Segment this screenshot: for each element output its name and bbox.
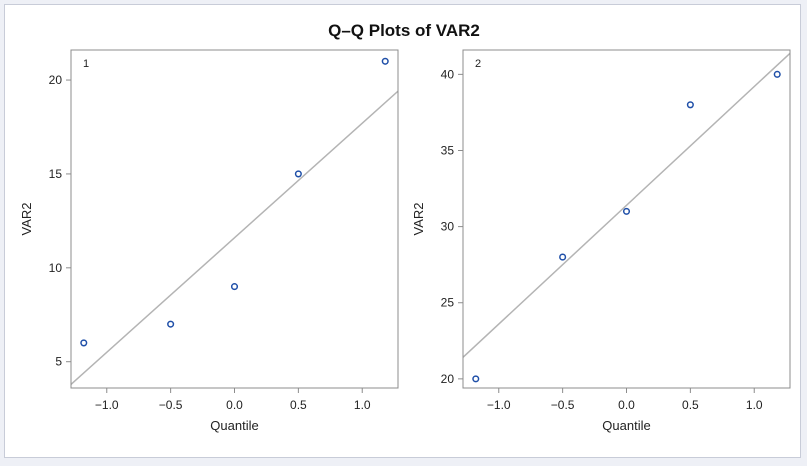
data-point bbox=[559, 253, 567, 261]
x-tick-label: 1.0 bbox=[354, 398, 371, 412]
y-tick-label: 20 bbox=[49, 73, 63, 87]
y-axis-label: VAR2 bbox=[19, 203, 34, 236]
y-axis-label: VAR2 bbox=[411, 203, 426, 236]
data-point bbox=[381, 57, 389, 65]
x-tick-label: 1.0 bbox=[746, 398, 763, 412]
panel-1: 1 −1.0 −0.5 0.0 0.5 1.0 5 10 15 20 Quantile VAR2 bbox=[19, 49, 399, 433]
chart-title: Q–Q Plots of VAR2 bbox=[328, 21, 480, 40]
data-point bbox=[622, 207, 631, 215]
data-point bbox=[80, 339, 88, 347]
reference-line bbox=[463, 52, 790, 358]
y-tick-label: 40 bbox=[441, 67, 455, 81]
x-tick-label: −0.5 bbox=[551, 398, 575, 412]
chart-canvas: Q–Q Plots of VAR2 1−1.0 −0.5 0.0 0.5 1.05101… bbox=[19, 21, 791, 433]
panel-label: 2 bbox=[475, 58, 481, 70]
y-tick-label: 10 bbox=[49, 261, 63, 275]
data-point bbox=[230, 283, 239, 291]
chart-figure: Q–Q Plots of VAR2 1 −1.0 −0.5 0.0 0.5 1.0 5 10 1… bbox=[4, 4, 801, 458]
reference-line bbox=[71, 90, 398, 385]
x-tick-label: 0.5 bbox=[682, 398, 699, 412]
panel-2: 2 −1.0 −0.5 0.0 0.5 1.0 20 25 30 35 40 Quantile VAR2 bbox=[411, 49, 791, 433]
y-tick-label: 5 bbox=[55, 355, 62, 369]
data-point bbox=[773, 70, 781, 78]
x-axis-label: Quantile bbox=[602, 418, 650, 433]
y-tick-label: 30 bbox=[441, 220, 455, 234]
data-point bbox=[686, 101, 694, 109]
data-point bbox=[472, 375, 480, 383]
y-tick-label: 20 bbox=[441, 372, 455, 386]
y-tick-label: 35 bbox=[441, 143, 455, 157]
x-tick-label: 0.0 bbox=[618, 398, 635, 412]
panel-label: 1 bbox=[83, 58, 89, 70]
x-tick-label: 0.0 bbox=[226, 398, 243, 412]
plot-frame bbox=[462, 49, 791, 389]
data-point bbox=[294, 170, 302, 178]
x-axis-label: Quantile bbox=[210, 418, 258, 433]
data-point bbox=[167, 320, 175, 328]
x-tick-label: −0.5 bbox=[159, 398, 183, 412]
plot-frame bbox=[70, 49, 399, 389]
y-tick-label: 25 bbox=[441, 296, 455, 310]
x-tick-label: −1.0 bbox=[95, 398, 119, 412]
x-tick-label: −1.0 bbox=[487, 398, 511, 412]
x-tick-label: 0.5 bbox=[290, 398, 307, 412]
y-tick-label: 15 bbox=[49, 167, 63, 181]
